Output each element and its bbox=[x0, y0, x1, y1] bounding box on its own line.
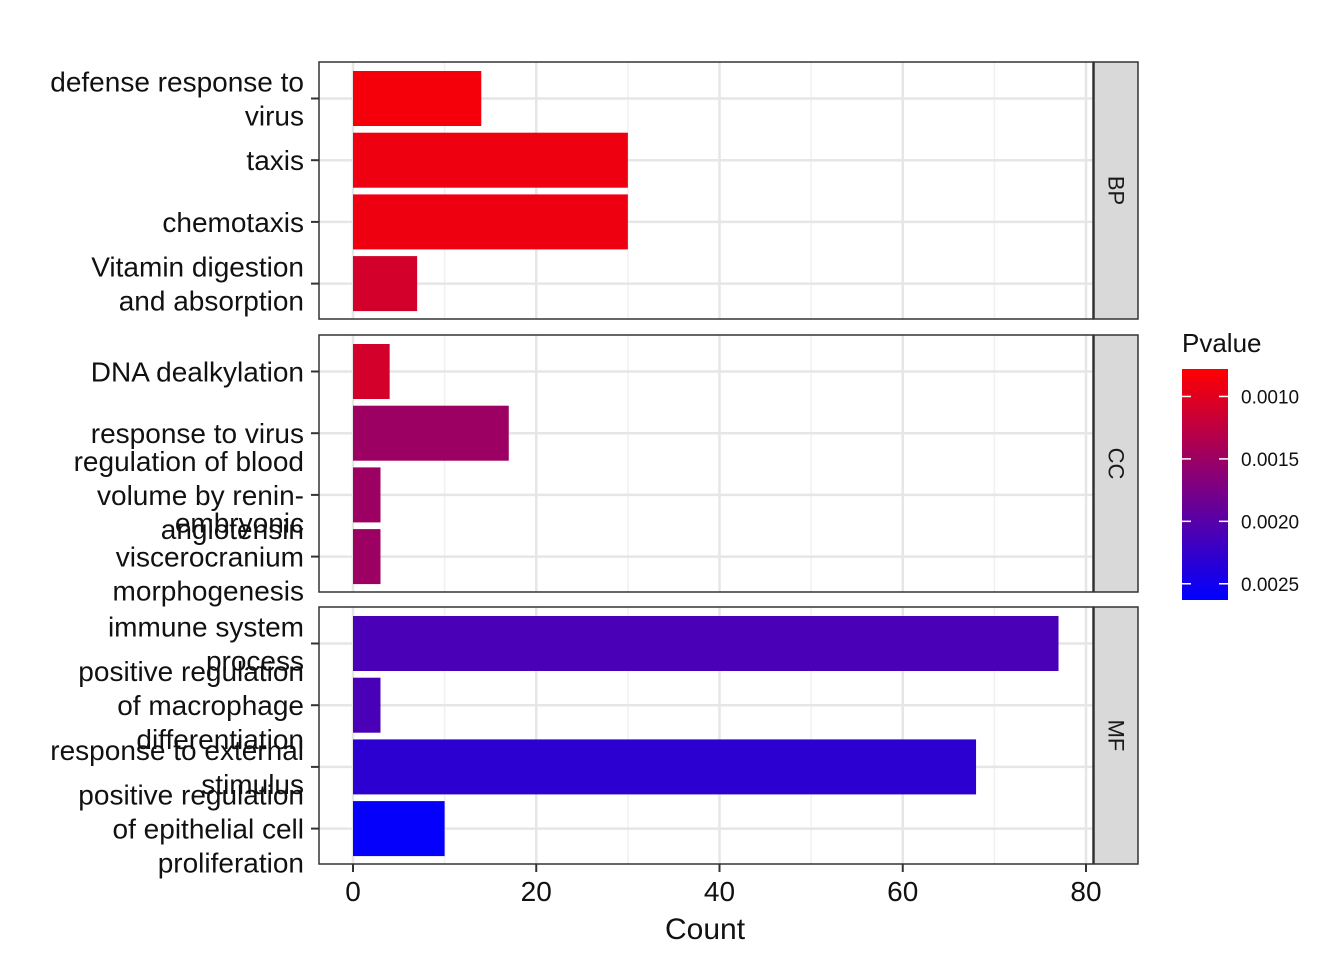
bar bbox=[353, 616, 1059, 671]
x-tick-label: 0 bbox=[345, 876, 361, 907]
panel-border bbox=[318, 606, 1094, 865]
bar bbox=[353, 801, 445, 857]
bar bbox=[353, 344, 390, 399]
x-axis-title: Count bbox=[665, 913, 746, 946]
y-tick-label: taxis bbox=[246, 145, 304, 176]
facet-panel-cc: DNA dealkylation response to virusregulat… bbox=[74, 334, 1139, 607]
legend-title: Pvalue bbox=[1182, 328, 1262, 358]
legend-tick-label: 0.0025 bbox=[1241, 575, 1299, 596]
legend-tick-label: 0.0020 bbox=[1241, 512, 1299, 533]
y-tick-label: immune system process bbox=[108, 612, 304, 677]
pvalue-legend: Pvalue 0.0010 0.0015 0.0020 0.0025 bbox=[1182, 328, 1299, 600]
panel-background bbox=[319, 335, 1093, 592]
legend-tick-label: 0.0010 bbox=[1241, 387, 1299, 408]
y-tick-label: positive regulation of macrophage differen… bbox=[78, 656, 304, 755]
facet-panels: defense response to virus taxis chemotaxis V… bbox=[50, 61, 1139, 879]
facet-strip-label: MF bbox=[1104, 720, 1129, 752]
x-tick-label: 20 bbox=[521, 876, 552, 907]
y-tick-label: Vitamin digestion and absorption bbox=[91, 252, 304, 317]
y-tick-label: embryonic viscerocranium morphogenesis bbox=[113, 508, 304, 607]
y-tick-label: DNA dealkylation bbox=[91, 357, 304, 388]
bar bbox=[353, 194, 628, 250]
legend-tick-label: 0.0015 bbox=[1241, 450, 1299, 471]
y-tick-label: response to external stimulus bbox=[50, 735, 304, 800]
y-tick-label: regulation of blood volume by renin-angio… bbox=[74, 446, 304, 545]
y-tick-label: chemotaxis bbox=[162, 207, 304, 238]
y-tick-label: positive regulation of epithelial cell pro… bbox=[78, 780, 304, 879]
facet-strip-label: CC bbox=[1104, 448, 1129, 480]
x-tick-label: 40 bbox=[704, 876, 735, 907]
bar bbox=[353, 71, 482, 126]
facet-strip bbox=[1093, 606, 1139, 865]
bar bbox=[353, 405, 509, 461]
facet-panel-bp: defense response to virus taxis chemotaxis V… bbox=[50, 61, 1139, 320]
legend-colorbar bbox=[1182, 369, 1228, 600]
bar bbox=[353, 739, 977, 795]
bar bbox=[353, 132, 628, 188]
facet-strip-label: BP bbox=[1104, 176, 1129, 205]
bar bbox=[353, 677, 381, 733]
bar bbox=[353, 529, 381, 585]
y-tick-label: response to virus bbox=[91, 418, 304, 449]
facet-strip bbox=[1093, 61, 1139, 320]
bar bbox=[353, 467, 381, 523]
x-axis: 0 20 40 60 80 bbox=[345, 864, 1102, 907]
panel-border bbox=[318, 61, 1094, 320]
bar bbox=[353, 256, 418, 312]
x-tick-label: 80 bbox=[1070, 876, 1101, 907]
x-tick-label: 60 bbox=[887, 876, 918, 907]
facet-strip bbox=[1093, 334, 1139, 593]
panel-border bbox=[318, 334, 1094, 593]
y-tick-label: defense response to virus bbox=[50, 67, 304, 132]
